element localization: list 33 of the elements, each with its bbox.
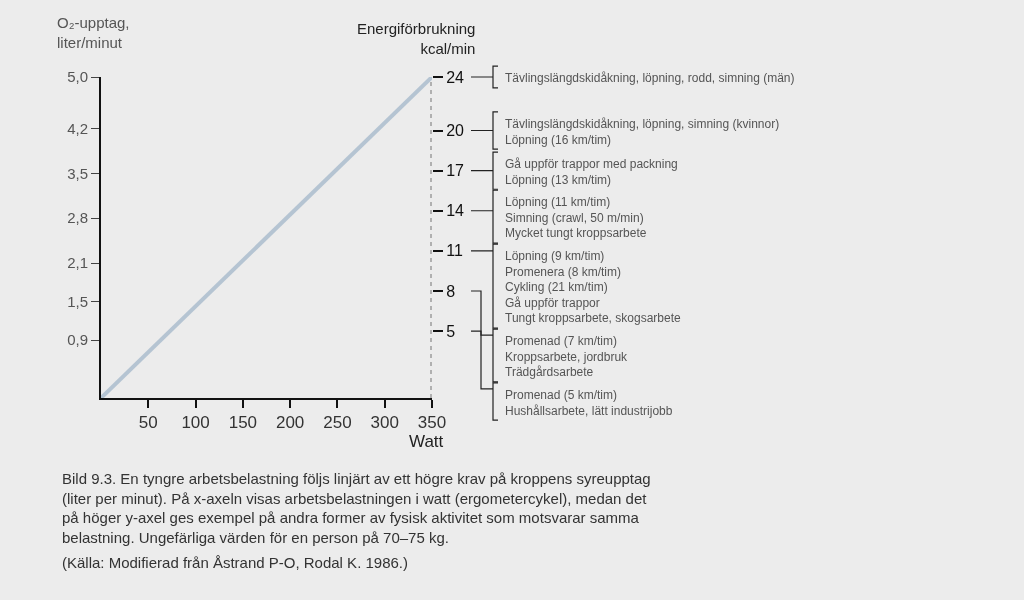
y2-tick-label: 8 [446, 282, 456, 300]
x-tick-label: 100 [181, 413, 210, 433]
y2-axis-title: Energiförbrukning kcal/min [357, 20, 476, 57]
y-axis-title: O₂-upptag, liter/minut [57, 14, 130, 51]
y2-tick-label: 5 [446, 322, 456, 340]
y2-tick-label: 17 [446, 162, 465, 180]
x-tick-label: 350 [417, 413, 447, 433]
y-tick-label: 0,9 [67, 331, 88, 349]
y-tick-label: 2,8 [67, 209, 88, 227]
y-tick-label: 3,5 [67, 164, 88, 182]
y2-tick-label: 24 [446, 68, 465, 86]
x-tick-label: 250 [323, 413, 352, 433]
y-tick-label: 1,5 [67, 292, 88, 310]
x-tick-label: 50 [138, 413, 158, 433]
x-tick-label: 300 [370, 413, 399, 433]
x-axis-title: Watt [409, 432, 444, 451]
y2-tick-label: 20 [446, 122, 465, 140]
text: Gå uppför trappor med packning Löpning (13 km/tim) [505, 157, 678, 187]
y2-tick-label: 14 [446, 202, 465, 220]
x-tick-label: 150 [228, 413, 258, 433]
text: Promenad (7 km/tim) Kroppsarbete, jordbruk Trädgårdsarbete [505, 334, 629, 380]
text: Löpning (9 km/tim) Promenera (8 km/tim) Cykling (21 km/tim) Gå uppför trappor Tungt kroppsarbete, skogsarbete [505, 249, 681, 326]
text: Promenad (5 km/tim) Hushållsarbete, lätt industrijobb [505, 388, 673, 418]
text: Löpning (11 km/tim) Simning (crawl, 50 m/min) Mycket tungt kroppsarbete [505, 195, 647, 241]
text: Bild 9.3. En tyngre arbetsbelastning följs linjärt av ett högre krav på kroppens syreupptag (liter per minut). På x-axeln visas arbetsbelastningen i watt (ergometercykel), medan det på höger y-axel ges exempel på andra former av fysisk aktivitet som motsvarar samma belastning. Ungefärliga värden för en person på 70–75 kg. [62, 470, 651, 546]
text: Tävlingslängdskidåkning, löpning, rodd, simning (män) [505, 71, 795, 85]
y2-tick-label: 11 [446, 242, 463, 260]
y-tick-label: 4,2 [67, 119, 88, 137]
text: (Källa: Modifierad från Åstrand P-O, Rodal K. 1986.) [62, 554, 408, 571]
x-tick-label: 200 [275, 413, 305, 433]
y-tick-label: 2,1 [67, 254, 88, 272]
text: Tävlingslängdskidåkning, löpning, simning (kvinnor) Löpning (16 km/tim) [505, 117, 780, 147]
y-tick-label: 5,0 [67, 68, 88, 86]
